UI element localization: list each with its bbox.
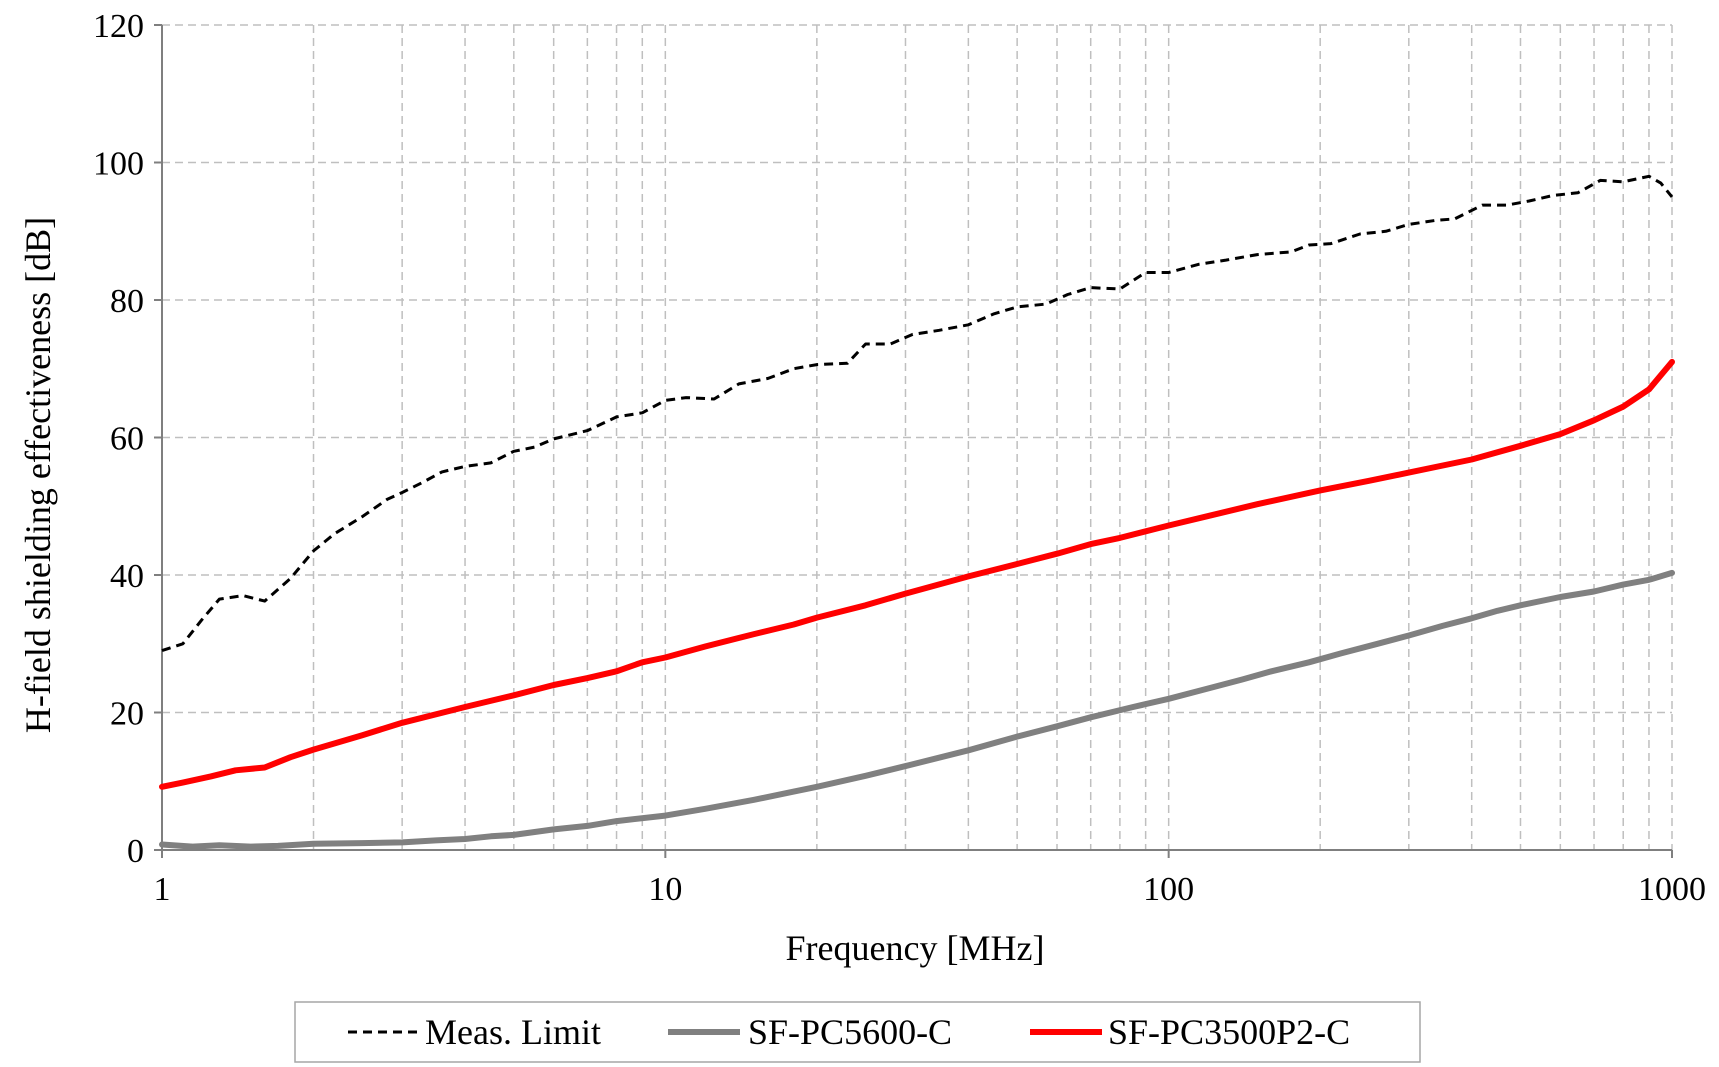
y-tick-label: 20 — [110, 696, 144, 733]
y-tick-label: 100 — [93, 146, 144, 183]
series-line-sf-pc5600-c — [159, 569, 1675, 850]
x-tick-label: 1 — [154, 871, 171, 908]
legend-label: SF-PC5600-C — [748, 1012, 952, 1052]
grid — [162, 24, 1673, 850]
series-line-meas-limit — [161, 174, 1674, 653]
y-tick-label: 40 — [110, 558, 144, 595]
legend: Meas. Limit SF-PC5600-C SF-PC3500P2-C — [294, 1001, 1421, 1063]
legend-label: SF-PC3500P2-C — [1108, 1012, 1350, 1052]
y-tick-label: 60 — [110, 421, 144, 458]
legend-label: Meas. Limit — [425, 1012, 601, 1052]
y-tick-label: 80 — [110, 283, 144, 320]
series-line-sf-pc3500p2-c — [159, 358, 1675, 790]
x-tick-label: 100 — [1143, 871, 1194, 908]
y-tick-label: 120 — [93, 8, 144, 45]
x-tick-label: 10 — [648, 871, 682, 908]
x-axis-title: Frequency [MHz] — [786, 928, 1045, 968]
x-tick-label: 1000 — [1638, 871, 1706, 908]
y-axis-title: H-field shielding effectiveness [dB] — [18, 217, 58, 733]
legend-box — [294, 1001, 1421, 1063]
series-layer — [159, 174, 1675, 850]
axes — [154, 24, 1673, 858]
legend-items: Meas. Limit SF-PC5600-C SF-PC3500P2-C — [348, 1012, 1350, 1052]
y-tick-label: 0 — [127, 833, 144, 870]
